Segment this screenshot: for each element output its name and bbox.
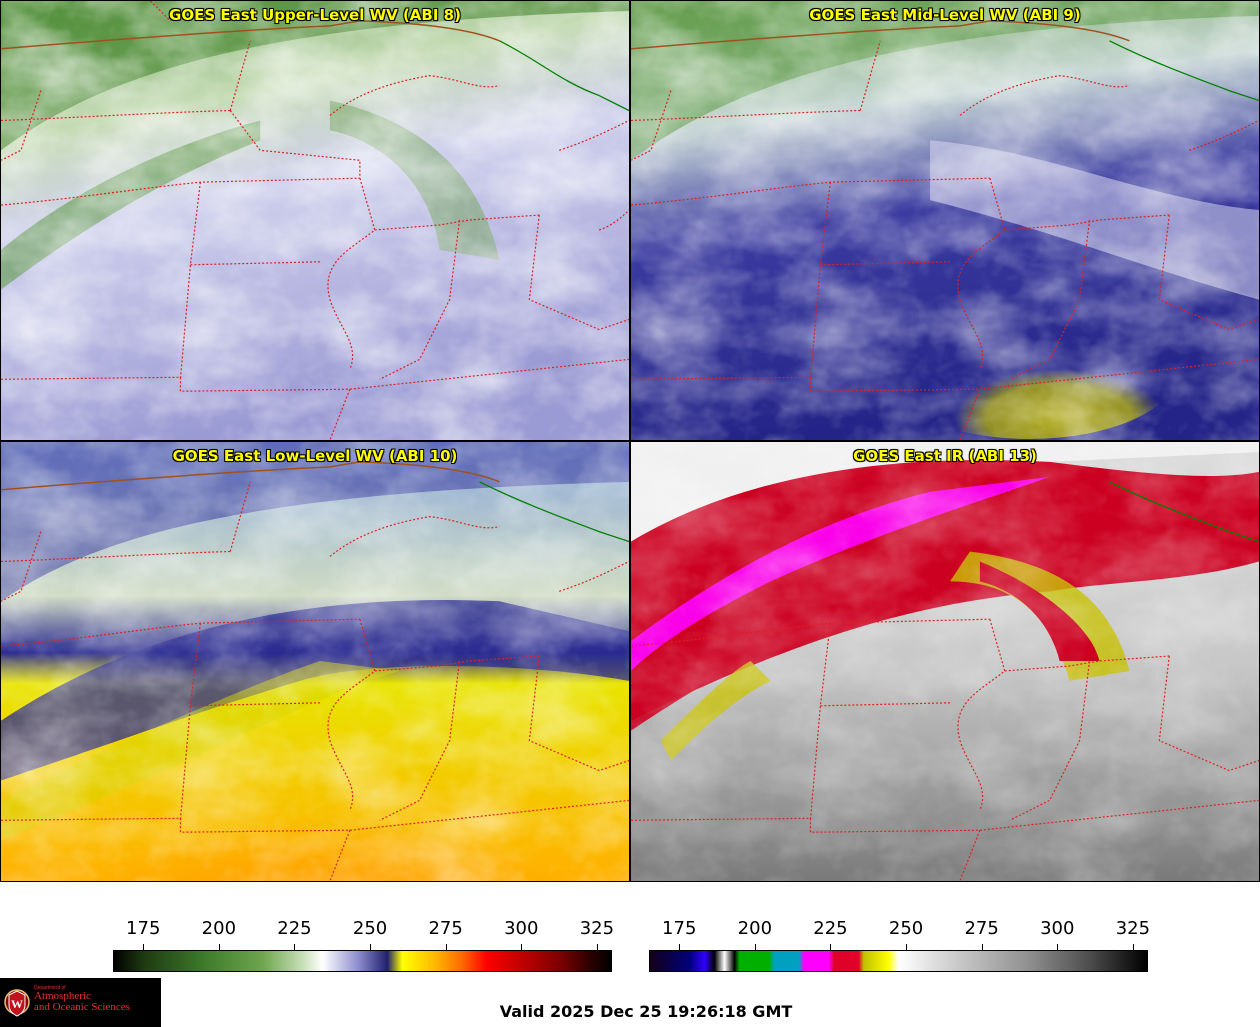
panel-title: GOES East IR (ABI 13): [853, 447, 1037, 465]
colorbar-tick-label: 325: [1115, 918, 1151, 939]
map-borders: [631, 481, 1259, 881]
colorbar-tick-mark: [830, 944, 832, 950]
colorbar-tick-mark: [679, 944, 681, 950]
colorbar-tick-label: 325: [579, 918, 615, 939]
colorbar-tick-label: 225: [277, 918, 312, 939]
panel-title: GOES East Upper-Level WV (ABI 8): [169, 6, 461, 24]
colorbar-tick-mark: [1057, 944, 1059, 950]
ir-colorbar: [649, 950, 1148, 972]
wv-colorbar-ticks: 175 200 225 250 275 300 325: [113, 918, 615, 950]
mid-level-wv-panel: GOES East Mid-Level WV (ABI 9): [630, 0, 1260, 441]
colorbar-tick-label: 275: [964, 918, 999, 939]
uw-crest-icon: W: [4, 989, 30, 1017]
colorbar-tick-mark: [445, 944, 447, 950]
colorbar-tick-label: 175: [662, 918, 697, 939]
colorbar-tick-label: 250: [352, 918, 388, 939]
low-level-wv-image: [1, 442, 629, 881]
upper-level-wv-image: [1, 1, 629, 440]
mid-level-wv-image: [631, 1, 1259, 440]
colorbar-tick-label: 200: [201, 918, 237, 939]
colorbar-tick-label: 275: [428, 918, 463, 939]
colorbar-tick-label: 300: [1040, 918, 1075, 939]
colorbar-tick-mark: [754, 944, 756, 950]
colorbar-tick-mark: [1132, 944, 1134, 950]
colorbar-tick-label: 250: [888, 918, 924, 939]
ir-panel: GOES East IR (ABI 13): [630, 441, 1260, 882]
panel-title: GOES East Low-Level WV (ABI 10): [172, 447, 458, 465]
colorbar-tick-mark: [596, 944, 598, 950]
colorbar-tick-mark: [906, 944, 908, 950]
aos-logo: W Department of Atmospheric and Oceanic …: [0, 978, 161, 1027]
ir-colorbar-ticks: 175 200 225 250 275 300 325: [649, 918, 1151, 950]
logo-text: Department of Atmospheric and Oceanic Sc…: [34, 986, 130, 1013]
map-borders: [1, 461, 629, 881]
low-level-wv-panel: GOES East Low-Level WV (ABI 10): [0, 441, 630, 882]
logo-line1: Department of: [34, 985, 66, 991]
wv-colorbar: [113, 950, 612, 972]
logo-line2: Atmospheric: [34, 990, 91, 1002]
colorbar-tick-label: 175: [126, 918, 161, 939]
colorbar-tick-mark: [370, 944, 372, 950]
crest-letter: W: [11, 997, 23, 1011]
valid-time: Valid 2025 Dec 25 19:26:18 GMT: [499, 1002, 793, 1021]
map-borders: [1, 1, 629, 440]
colorbar-tick-label: 200: [737, 918, 773, 939]
panel-title: GOES East Mid-Level WV (ABI 9): [809, 6, 1081, 24]
colorbar-tick-label: 225: [813, 918, 848, 939]
map-borders: [631, 20, 1259, 440]
logo-line3: and Oceanic Sciences: [34, 1001, 130, 1013]
colorbar-tick-mark: [981, 944, 983, 950]
colorbar-tick-mark: [521, 944, 523, 950]
ir-image: [631, 442, 1259, 881]
colorbar-tick-mark: [218, 944, 220, 950]
colorbar-tick-mark: [294, 944, 296, 950]
colorbar-tick-label: 300: [504, 918, 539, 939]
upper-level-wv-panel: GOES East Upper-Level WV (ABI 8): [0, 0, 630, 441]
colorbar-tick-mark: [143, 944, 145, 950]
